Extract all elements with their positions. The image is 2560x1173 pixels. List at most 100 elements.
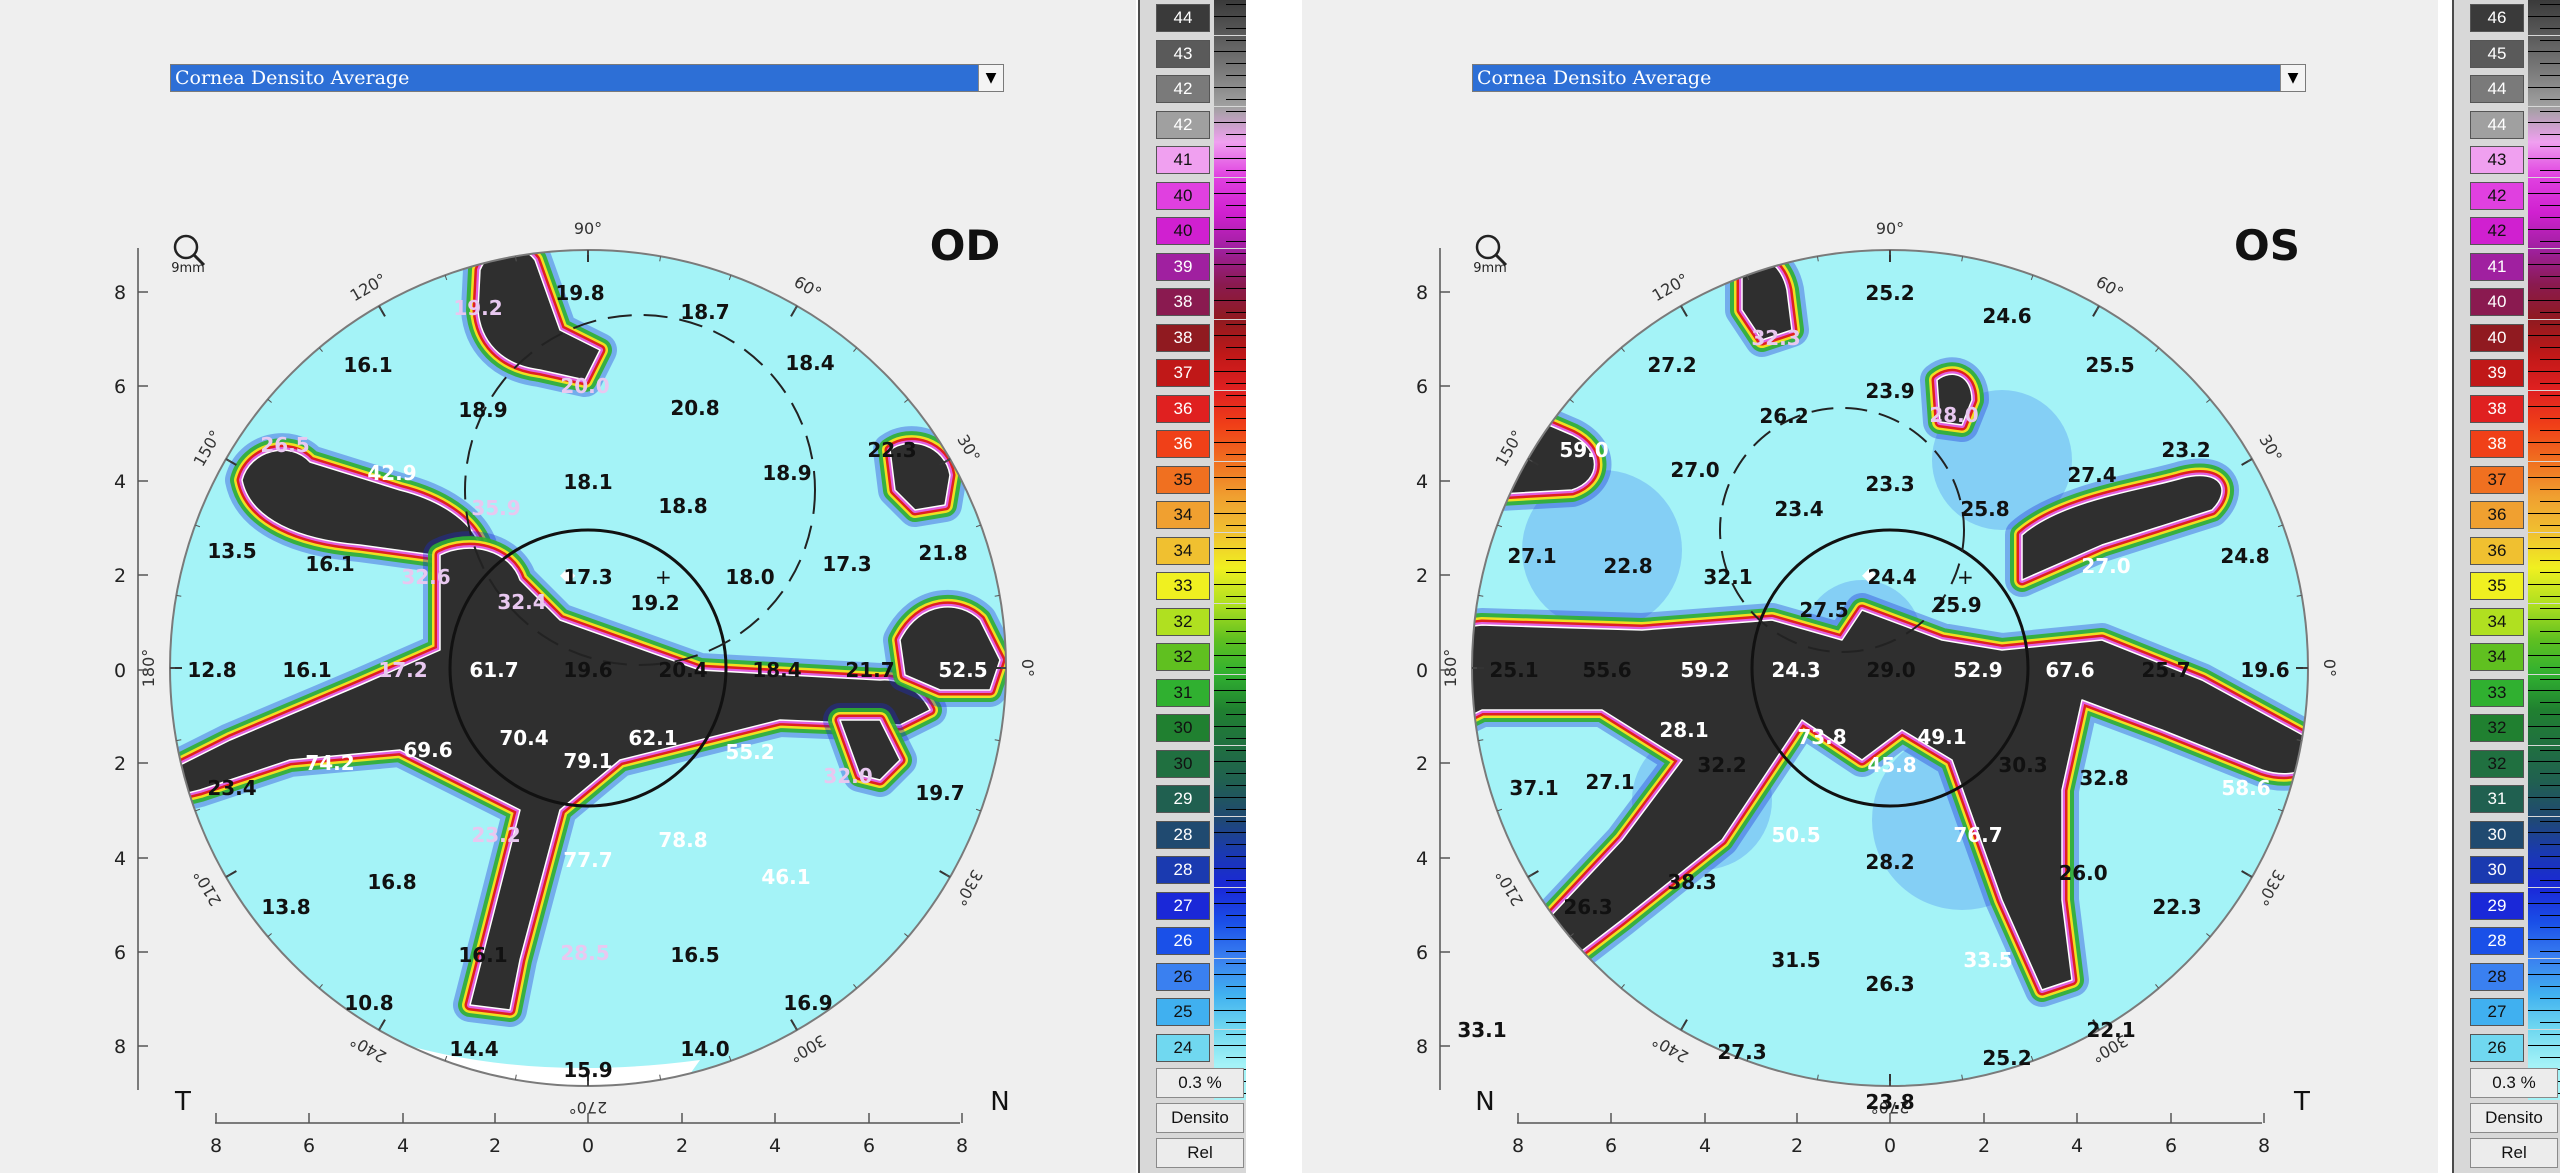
scale-gradient — [2528, 177, 2560, 213]
scale-gradient — [2528, 213, 2560, 248]
left-color-scale: 44 43 42 42 41 40 40 39 38 38 37 36 36 35 34 34 33 32 32 31… — [1138, 0, 1248, 1173]
scale-value: 37 — [2470, 465, 2524, 494]
dense-region — [1936, 373, 1973, 426]
density-value: 29.0 — [1866, 658, 1915, 682]
density-value: 27.2 — [1647, 353, 1696, 377]
density-value: 27.5 — [1799, 598, 1848, 622]
scale-value: 29 — [1156, 785, 1210, 813]
scale-tick — [1226, 75, 1246, 76]
scale-value: 28 — [2470, 962, 2524, 991]
rel-button[interactable]: Rel — [1156, 1138, 1244, 1168]
density-value: 18.1 — [563, 470, 612, 494]
scale-tick — [1226, 631, 1246, 633]
x-tick-label: 0 — [1884, 1135, 1896, 1157]
scale-row: 34 — [2454, 639, 2560, 675]
scale-value: 28 — [1156, 820, 1210, 849]
scale-tick — [2528, 867, 2560, 869]
scale-gradient — [1214, 106, 1246, 142]
scale-tick — [2528, 938, 2560, 940]
dense-region — [2021, 474, 2223, 581]
y-tick-label: 2 — [114, 565, 126, 587]
scale-tick — [1226, 430, 1246, 431]
density-value: 24.3 — [1771, 658, 1820, 682]
percent-field[interactable]: 0.3 % — [1156, 1068, 1244, 1098]
density-value: 27.0 — [2081, 554, 2130, 578]
percent-field[interactable]: 0.3 % — [2470, 1068, 2558, 1098]
density-value: 19.7 — [915, 781, 964, 805]
scale-tick — [1226, 453, 1246, 455]
angle-label: 270° — [569, 1098, 608, 1117]
scale-row: 42 — [2454, 177, 2560, 214]
scale-tick — [1214, 619, 1246, 621]
density-value: 61.7 — [469, 658, 518, 682]
scale-gradient — [1214, 213, 1246, 248]
scale-gradient — [1214, 603, 1246, 639]
scale-tick — [2528, 903, 2560, 905]
scale-value: 44 — [2470, 75, 2524, 103]
y-tick-label: 6 — [1416, 376, 1428, 398]
density-value: 23.8 — [1865, 1090, 1914, 1114]
scale-value: 40 — [1156, 181, 1210, 210]
y-tick-label: 0 — [1416, 660, 1428, 682]
scale-tick — [2528, 441, 2560, 443]
density-value: 52.9 — [1953, 658, 2002, 682]
chevron-down-icon[interactable]: ▼ — [978, 65, 1003, 91]
scale-tick — [1226, 134, 1246, 136]
angle-label: 270° — [1871, 1098, 1910, 1117]
magnifier-icon[interactable] — [1475, 234, 1508, 267]
densito-button[interactable]: Densito — [1156, 1103, 1244, 1133]
right-map-type-select[interactable]: Cornea Densito Average ▼ — [1472, 64, 2306, 92]
svg-text:◆: ◆ — [560, 562, 576, 586]
left-density-map[interactable]: 90° 60° 30° 0° 330° 300° 270° 240° 210° 180° 150° 1… — [0, 200, 1136, 1173]
scale-value: 26 — [1156, 962, 1210, 991]
magnifier-icon[interactable] — [173, 234, 206, 267]
dense-region — [899, 606, 1001, 691]
scale-tick — [2540, 773, 2560, 775]
density-value: 16.9 — [783, 991, 832, 1015]
scale-tick — [1226, 146, 1246, 147]
scale-tick — [1226, 986, 1246, 988]
scale-value: 30 — [2470, 820, 2524, 849]
scale-tick — [2540, 998, 2560, 999]
left-map-panel: Cornea Densito Average ▼ 90° 60° 30° 0° 330°… — [0, 0, 1136, 1173]
scale-gradient — [2528, 923, 2560, 958]
scale-row: 33 — [2454, 674, 2560, 711]
left-map-type-select[interactable]: Cornea Densito Average ▼ — [170, 64, 1004, 92]
right-map-canvas[interactable]: 90°60°30°0°330°300°270°240°210°180°150°1… — [1302, 200, 2438, 1173]
left-map-canvas[interactable]: 90°60°30°0°330°300°270°240°210°180°150°1… — [0, 200, 1136, 1173]
scale-tick — [1226, 749, 1246, 751]
scale-row: 40 — [1140, 177, 1248, 214]
scale-row: 42 — [1140, 106, 1248, 143]
scale-tick — [1226, 560, 1246, 562]
scale-tick — [1226, 595, 1246, 597]
scale-value: 34 — [1156, 536, 1210, 565]
density-value: 69.6 — [403, 738, 452, 762]
density-value: 17.3 — [563, 565, 612, 589]
density-value: 42.9 — [367, 461, 416, 485]
chevron-down-icon[interactable]: ▼ — [2280, 65, 2305, 91]
scale-row: 38 — [2454, 426, 2560, 462]
scale-row: 44 — [1140, 0, 1248, 36]
scale-tick — [1214, 796, 1246, 798]
density-value: 23.4 — [1774, 497, 1823, 521]
scale-row: 44 — [2454, 106, 2560, 143]
scale-value: 33 — [1156, 572, 1210, 600]
left-map-type-value: Cornea Densito Average — [175, 67, 410, 89]
scale-tick — [1226, 288, 1246, 289]
corner-label-right: N — [990, 1087, 1009, 1117]
scale-row: 45 — [2454, 35, 2560, 72]
rel-button[interactable]: Rel — [2470, 1138, 2558, 1168]
scale-tick — [2540, 169, 2560, 171]
x-tick-label: 4 — [769, 1135, 781, 1157]
right-density-map[interactable]: 90° 60° 30° 0° 330° 300° 270° 240° 210° 180° 150° 1… — [1302, 200, 2438, 1173]
density-value: 28.2 — [1865, 850, 1914, 874]
corner-label-left: T — [174, 1087, 191, 1117]
angle-label: 0° — [1018, 659, 1037, 677]
scale-row: 34 — [1140, 497, 1248, 533]
scale-row: 36 — [1140, 426, 1248, 462]
density-value: 31.5 — [1771, 948, 1820, 972]
densito-button[interactable]: Densito — [2470, 1103, 2558, 1133]
scale-row: 29 — [2454, 887, 2560, 924]
scale-gradient — [1214, 426, 1246, 461]
scale-value: 43 — [1156, 39, 1210, 68]
